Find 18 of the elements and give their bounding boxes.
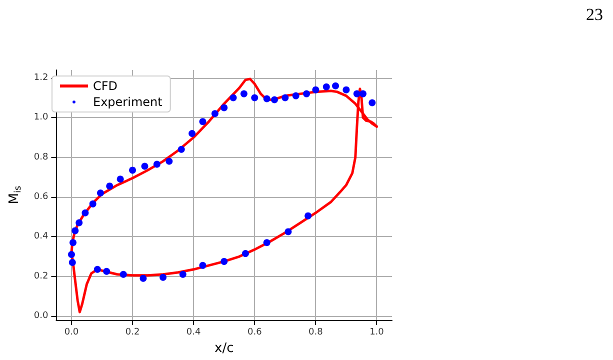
text: 23 <box>586 5 603 24</box>
x-tick-label: 0.0 <box>64 328 79 338</box>
y-axis-title: Mis <box>7 185 24 204</box>
x-tick-label: 0.4 <box>186 328 202 338</box>
x-tick-label: 0.2 <box>125 328 140 338</box>
y-tick-label: 0.4 <box>34 232 48 242</box>
y-tick-label: 0.2 <box>34 271 48 282</box>
x-axis-title: x/c <box>214 341 234 356</box>
y-tick-label: 0.0 <box>34 311 48 322</box>
x-tick-label: 0.8 <box>308 328 324 338</box>
y-tick-label: 0.6 <box>34 192 48 202</box>
legend-label: CFD <box>93 79 118 93</box>
legend-label: Experiment <box>93 95 163 109</box>
y-tick-label: 1.0 <box>34 112 48 123</box>
x-tick-label: 1.0 <box>370 328 384 338</box>
x-tick-label: 0.6 <box>247 328 262 338</box>
y-tick-label: 1.2 <box>34 72 48 83</box>
y-tick-label: 0.8 <box>34 152 48 162</box>
